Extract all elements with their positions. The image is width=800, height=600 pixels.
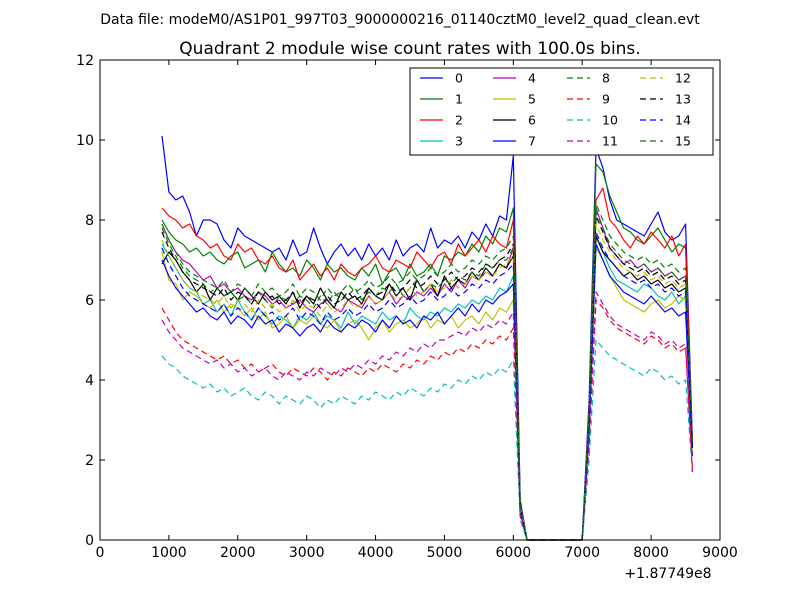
series-line-8 <box>161 211 693 541</box>
x-tick-label: 9000 <box>702 545 738 561</box>
series-line-1 <box>161 163 693 541</box>
series-line-11 <box>161 291 693 541</box>
chart-title: Quadrant 2 module wise count rates with … <box>179 39 640 59</box>
y-tick-label: 8 <box>85 213 94 229</box>
x-tick-label: 6000 <box>496 545 532 561</box>
legend-label-8: 8 <box>602 71 610 86</box>
legend-label-11: 11 <box>602 134 618 149</box>
x-tick-label: 5000 <box>427 545 463 561</box>
legend-label-2: 2 <box>455 113 463 128</box>
y-tick-label: 10 <box>76 133 94 149</box>
legend-label-1: 1 <box>455 92 463 107</box>
legend-label-0: 0 <box>455 71 463 86</box>
legend-label-6: 6 <box>528 113 536 128</box>
y-tick-label: 2 <box>85 453 94 469</box>
y-tick-label: 4 <box>85 373 94 389</box>
legend-label-12: 12 <box>675 71 691 86</box>
legend-label-15: 15 <box>675 134 691 149</box>
series-line-9 <box>161 299 693 541</box>
x-tick-label: 8000 <box>633 545 669 561</box>
axes-layer: 0 1000 2000 3000 4000 5000 6000 7000 8000 9000 0 2 4… <box>76 53 738 561</box>
x-tick-label: 3000 <box>289 545 325 561</box>
series-line-2 <box>161 187 693 541</box>
series-line-0 <box>161 135 693 541</box>
x-axis-offset-label: +1.87749e8 <box>624 566 711 582</box>
legend-label-4: 4 <box>528 71 536 86</box>
y-tick-label: 0 <box>85 533 94 549</box>
legend-label-9: 9 <box>602 92 610 107</box>
legend-label-14: 14 <box>675 113 691 128</box>
legend-label-3: 3 <box>455 134 463 149</box>
legend-label-13: 13 <box>675 92 691 107</box>
series-line-10 <box>161 339 693 541</box>
x-tick-label: 2000 <box>220 545 256 561</box>
x-tick-label: 1000 <box>151 545 187 561</box>
x-tick-label: 4000 <box>358 545 394 561</box>
series-line-12 <box>161 223 693 541</box>
figure-suptitle: Data file: modeM0/AS1P01_997T03_90000002… <box>100 12 700 28</box>
series-line-3 <box>161 235 693 541</box>
x-tick-label: 0 <box>96 545 105 561</box>
x-tick-label: 7000 <box>564 545 600 561</box>
legend-label-10: 10 <box>602 113 618 128</box>
y-tick-label: 12 <box>76 53 94 69</box>
series-line-7 <box>161 243 693 541</box>
legend-label-7: 7 <box>528 134 536 149</box>
y-tick-label: 6 <box>85 293 94 309</box>
series-layer <box>161 135 693 541</box>
legend-label-5: 5 <box>528 92 536 107</box>
plot-frame <box>99 59 721 541</box>
